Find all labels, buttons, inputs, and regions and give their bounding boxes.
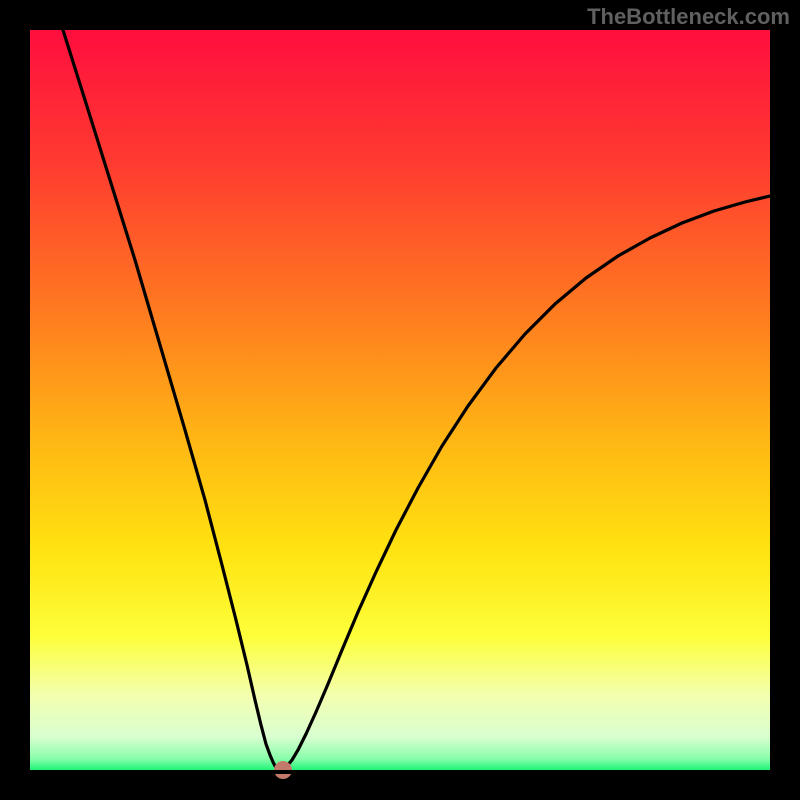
plot-frame [26, 26, 774, 774]
chart-canvas: TheBottleneck.com [0, 0, 800, 800]
watermark-text: TheBottleneck.com [587, 4, 790, 30]
